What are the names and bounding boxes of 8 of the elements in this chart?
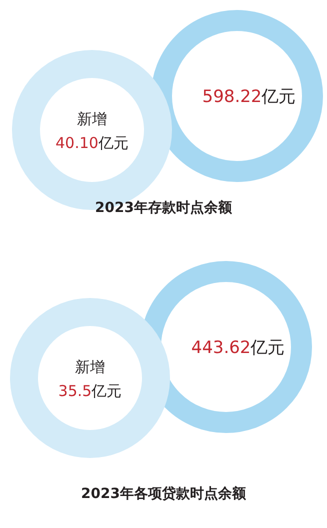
text: 2023年存款时点余额	[95, 199, 233, 216]
category-label: 新增	[77, 110, 107, 128]
data-label: 443.62亿元	[191, 338, 285, 358]
category-label: 新增	[75, 358, 105, 376]
data-label: 598.22亿元	[202, 87, 296, 107]
data-label: 35.5亿元	[58, 382, 122, 400]
data-label: 40.10亿元	[56, 134, 128, 152]
text: 2023年各项贷款时点余额	[81, 485, 247, 502]
